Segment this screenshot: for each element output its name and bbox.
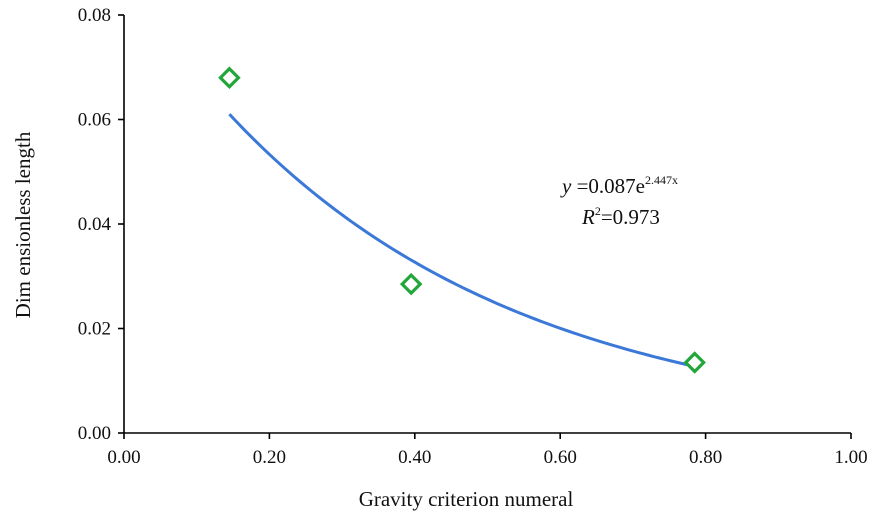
data-points bbox=[218, 66, 706, 374]
x-axis-title: Gravity criterion numeral bbox=[359, 487, 574, 511]
x-tick-label: 0.80 bbox=[689, 447, 722, 468]
x-tick-label: 0.40 bbox=[398, 447, 431, 468]
x-tick-label: 0.20 bbox=[253, 447, 286, 468]
y-axis-title: Dim ensionless length bbox=[11, 131, 35, 318]
y-tick-label: 0.06 bbox=[78, 110, 111, 131]
data-point bbox=[683, 351, 706, 374]
data-point bbox=[399, 272, 423, 296]
trend-line bbox=[228, 113, 696, 368]
y-tick-label: 0.02 bbox=[78, 319, 111, 340]
r-squared-value: =0.973 bbox=[601, 205, 660, 229]
r-squared-sup: 2 bbox=[595, 204, 601, 218]
x-tick-label: 0.00 bbox=[107, 447, 140, 468]
equation-body: =0.087e bbox=[571, 174, 645, 198]
equation-label: y =0.087e2.447x bbox=[560, 173, 678, 198]
x-tick-label: 1.00 bbox=[834, 447, 867, 468]
y-ticks: 0.00 0.02 0.04 0.06 0.08 bbox=[78, 5, 124, 444]
x-tick-label: 0.60 bbox=[544, 447, 577, 468]
equation-exponent: 2.447x bbox=[645, 173, 678, 187]
r-squared-label: R2=0.973 bbox=[581, 204, 660, 229]
y-tick-label: 0.00 bbox=[78, 423, 111, 444]
data-point bbox=[218, 66, 241, 89]
x-ticks: 0.00 0.20 0.40 0.60 0.80 1.00 bbox=[107, 433, 868, 468]
equation-var: y bbox=[560, 174, 572, 198]
r-squared-var: R bbox=[581, 205, 595, 229]
y-tick-label: 0.08 bbox=[78, 5, 111, 26]
y-tick-label: 0.04 bbox=[78, 214, 112, 235]
